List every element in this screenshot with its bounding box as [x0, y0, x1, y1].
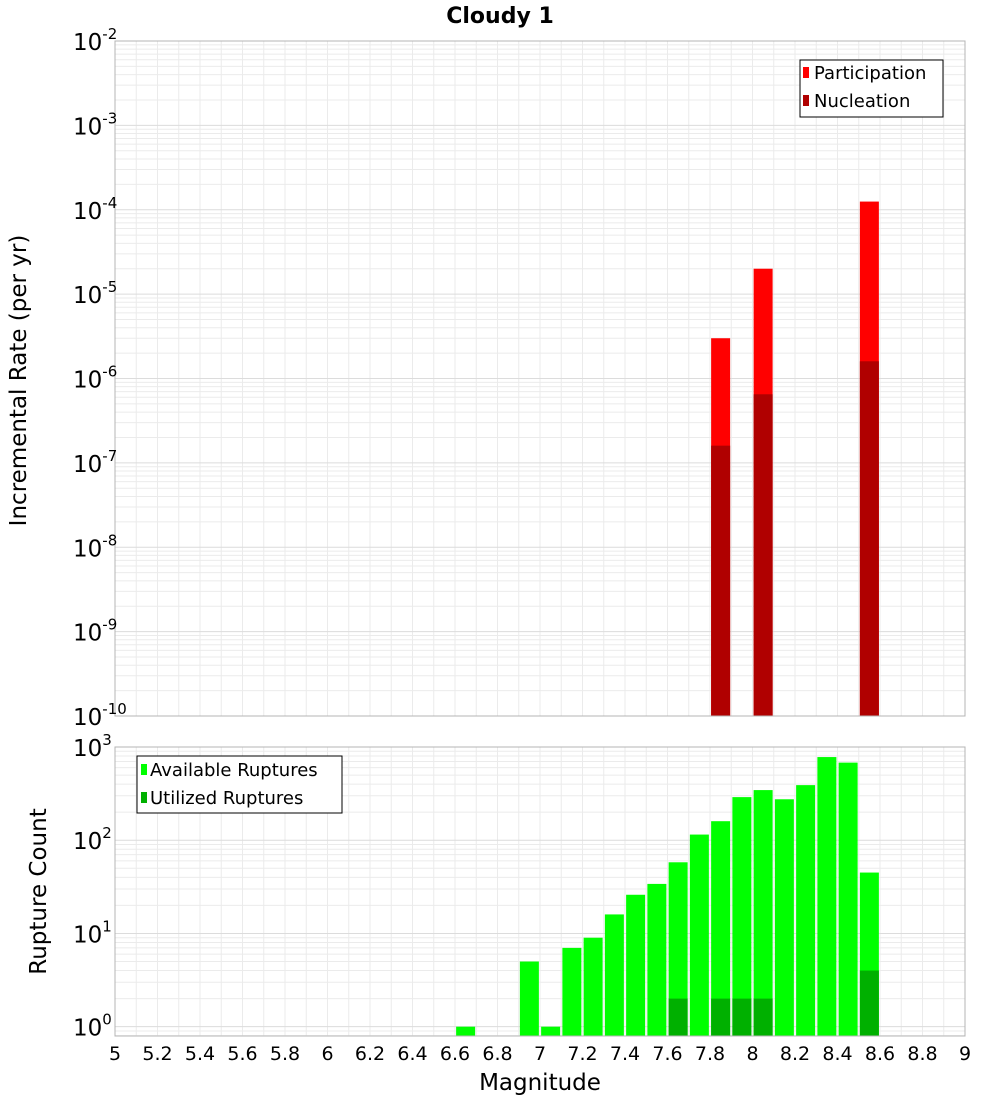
count-panel-y-axis-title: Rupture Count	[26, 808, 52, 974]
y-tick-label: 10-9	[73, 616, 117, 647]
count-legend-box	[136, 755, 343, 814]
available-bar	[541, 1026, 561, 1036]
utilized-legend-label: Utilized Ruptures	[150, 788, 303, 809]
x-tick-label: 7.8	[695, 1043, 725, 1065]
rate-panel-grid	[115, 41, 965, 717]
count-panel-frame	[114, 746, 966, 1037]
available-bar	[583, 937, 603, 1036]
utilized-bar	[859, 970, 879, 1036]
count-panel-x-ticks: 5 5.2 5.4 5.6 5.8 6 6.2 6.4 6.6 6.8 7 7.2 7.4 7.6 7.8 8…	[109, 1043, 971, 1065]
x-tick-label: 8.6	[865, 1043, 895, 1065]
available-bar	[647, 883, 667, 1036]
rate-panel-frame	[114, 40, 966, 717]
y-tick-label: 10-8	[73, 531, 117, 562]
chart-title: Cloudy 1	[446, 4, 554, 29]
x-tick-label: 5.6	[227, 1043, 257, 1065]
rate-panel-bars	[711, 201, 879, 716]
utilized-bar	[753, 998, 773, 1036]
utilized-legend-swatch	[141, 792, 147, 803]
x-tick-label: 7.2	[567, 1043, 597, 1065]
x-tick-label: 7.6	[652, 1043, 682, 1065]
y-tick-label: 10-3	[73, 109, 117, 140]
y-tick-label: 10-10	[73, 700, 127, 731]
y-tick-label: 10-2	[73, 25, 117, 56]
rate-panel: 10-10 10-9 10-8 10-7 10-6 10-5 10-4 10-3 10-2 In…	[6, 25, 966, 731]
x-tick-label: 6.4	[397, 1043, 427, 1065]
x-tick-label: 5.4	[185, 1043, 215, 1065]
count-panel-y-ticks: 100 101 102 103	[73, 731, 112, 1042]
y-tick-label: 102	[73, 824, 112, 855]
utilized-bar	[711, 998, 731, 1036]
available-bar	[711, 821, 731, 1036]
utilized-bar	[732, 998, 752, 1036]
y-tick-label: 103	[73, 731, 112, 762]
nucleation-legend-label: Nucleation	[814, 91, 910, 112]
x-tick-label: 8.2	[780, 1043, 810, 1065]
available-bar	[838, 762, 858, 1036]
nucleation-legend-swatch	[803, 95, 809, 106]
available-bar	[668, 862, 688, 1036]
available-legend-label: Available Ruptures	[150, 760, 318, 781]
x-tick-label: 7	[534, 1043, 546, 1065]
x-tick-label: 7.4	[610, 1043, 640, 1065]
available-bar	[774, 799, 794, 1036]
rate-legend-box	[799, 59, 944, 118]
x-tick-label: 6.6	[440, 1043, 470, 1065]
nucleation-bar	[711, 445, 731, 716]
rate-legend: Participation Nucleation	[799, 59, 944, 118]
available-bar	[796, 785, 816, 1036]
x-tick-label: 5	[109, 1043, 121, 1065]
available-bar	[604, 914, 624, 1036]
x-tick-label: 6	[321, 1043, 333, 1065]
available-bar	[626, 894, 646, 1036]
count-panel: 100 101 102 103 5 5.2 5.4 5.6 5.8 6 6.2 6.4 6.6 6.8 7…	[26, 731, 971, 1096]
available-bar	[689, 834, 709, 1036]
available-bar	[732, 797, 752, 1036]
count-panel-bars	[456, 757, 879, 1036]
available-bar	[519, 961, 539, 1036]
x-tick-label: 8.8	[907, 1043, 937, 1065]
nucleation-bar	[859, 361, 879, 716]
x-axis-title: Magnitude	[479, 1070, 601, 1096]
x-tick-label: 6.2	[355, 1043, 385, 1065]
rate-panel-y-axis-title: Incremental Rate (per yr)	[6, 235, 32, 527]
x-tick-label: 6.8	[482, 1043, 512, 1065]
available-bar	[562, 947, 582, 1036]
y-tick-label: 10-4	[73, 194, 117, 225]
y-tick-label: 100	[73, 1011, 112, 1042]
x-tick-label: 8	[746, 1043, 758, 1065]
y-tick-label: 101	[73, 917, 112, 948]
participation-legend-swatch	[803, 67, 809, 78]
participation-legend-label: Participation	[814, 63, 926, 84]
y-tick-label: 10-5	[73, 278, 117, 309]
available-bar	[817, 757, 837, 1036]
x-tick-label: 9	[959, 1043, 971, 1065]
y-tick-label: 10-6	[73, 363, 117, 394]
x-tick-label: 5.2	[142, 1043, 172, 1065]
utilized-bar	[668, 998, 688, 1036]
available-bar	[456, 1026, 476, 1036]
rate-panel-y-ticks: 10-10 10-9 10-8 10-7 10-6 10-5 10-4 10-3 10-2	[73, 25, 127, 731]
x-tick-label: 8.4	[822, 1043, 852, 1065]
available-legend-swatch	[141, 764, 147, 775]
nucleation-bar	[753, 394, 773, 716]
y-tick-label: 10-7	[73, 447, 117, 478]
available-bar	[753, 790, 773, 1036]
x-tick-label: 5.8	[270, 1043, 300, 1065]
count-legend: Available Ruptures Utilized Ruptures	[136, 755, 343, 814]
